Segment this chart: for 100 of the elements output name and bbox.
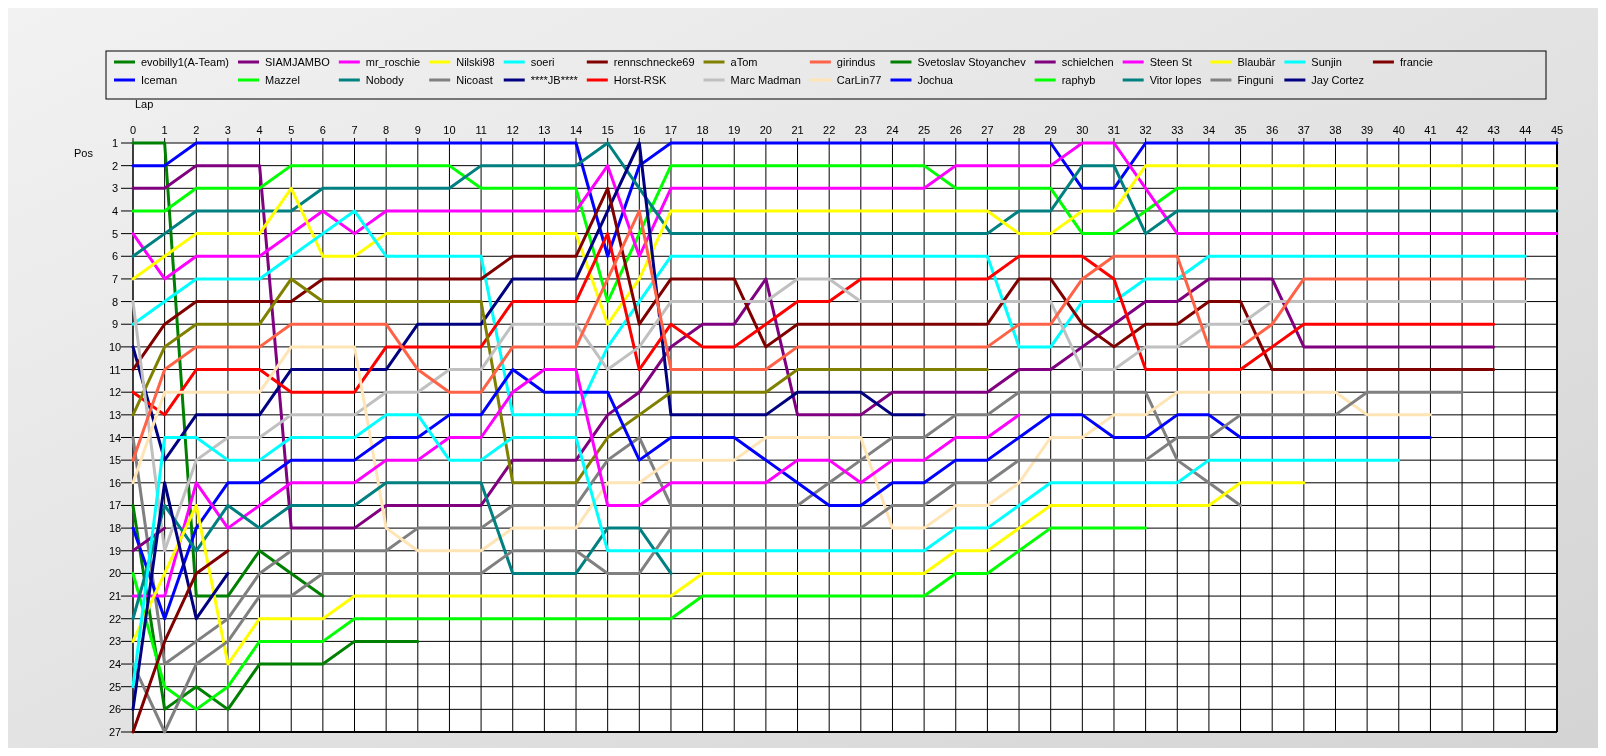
- legend-label: SIAMJAMBO: [265, 56, 331, 68]
- line-series: [131, 549, 230, 734]
- x-tick-label: 23: [854, 124, 867, 136]
- legend-label: Marc Madman: [730, 74, 801, 86]
- x-tick-label: 3: [224, 124, 231, 136]
- legend-label: evobilly1(A-Team): [141, 56, 230, 68]
- line-series: [131, 164, 1496, 530]
- x-tick-label: 44: [1519, 124, 1532, 136]
- legend-label: Blaubär: [1237, 56, 1276, 68]
- y-tick-label: 18: [108, 522, 122, 535]
- line-series: [131, 481, 1306, 666]
- x-tick-label: 22: [823, 124, 836, 136]
- x-tick-label: 5: [288, 124, 295, 136]
- x-tick-label: 26: [949, 124, 962, 136]
- x-tick-label: 6: [319, 124, 326, 136]
- x-tick-label: 27: [981, 124, 994, 136]
- line-series: [131, 141, 926, 462]
- x-tick-label: 15: [601, 124, 614, 136]
- line-series: [131, 390, 1464, 734]
- legend-label: aTom: [730, 56, 758, 68]
- line-series: [131, 209, 1527, 462]
- y-tick-label: 1: [111, 137, 119, 149]
- legend-label: Sunjin: [1311, 56, 1342, 68]
- line-series: [131, 141, 1559, 258]
- x-tick-label: 7: [351, 124, 358, 136]
- x-tick-label: 10: [443, 124, 456, 136]
- y-tick-label: 10: [108, 340, 122, 353]
- legend-label: girindus: [836, 56, 876, 68]
- x-tick-label: 38: [1329, 124, 1342, 136]
- y-tick-label: 13: [108, 408, 122, 421]
- x-tick-label: 41: [1424, 124, 1437, 136]
- legend-label: raphyb: [1061, 74, 1096, 86]
- x-tick-label: 29: [1044, 124, 1057, 136]
- x-tick-label: 2: [193, 124, 200, 136]
- y-tick-label: 6: [111, 250, 119, 263]
- x-tick-label: 36: [1266, 124, 1279, 136]
- x-tick-label: 34: [1202, 124, 1216, 136]
- line-series: [131, 345, 1432, 553]
- x-tick-label: 40: [1392, 124, 1405, 136]
- x-tick-label: 13: [538, 124, 551, 136]
- y-tick-label: 27: [108, 726, 122, 738]
- legend-label: Finguni: [1237, 74, 1274, 86]
- y-tick-label: 14: [108, 431, 122, 444]
- x-tick-label: 39: [1361, 124, 1374, 136]
- legend-label: ****JB****: [530, 74, 579, 86]
- x-tick-label: 28: [1012, 124, 1026, 136]
- legend-label: Vitor lopes: [1149, 74, 1202, 86]
- legend-label: Svetoslav Stoyanchev: [917, 56, 1027, 68]
- y-tick-label: 22: [108, 612, 122, 625]
- x-tick-label: 20: [759, 124, 773, 136]
- x-axis-title: Lap: [135, 98, 154, 110]
- y-tick-label: 16: [108, 476, 122, 489]
- y-axis-title: Pos: [74, 147, 94, 159]
- line-series: [131, 141, 1559, 281]
- x-tick-label: 14: [569, 124, 583, 136]
- x-tick-label: 8: [383, 124, 390, 136]
- line-series: [131, 413, 1401, 689]
- x-tick-label: 32: [1139, 124, 1152, 136]
- legend-label: Iceman: [141, 74, 178, 86]
- line-series: [131, 368, 1021, 598]
- x-tick-label: 30: [1076, 124, 1089, 136]
- x-tick-label: 17: [664, 124, 678, 136]
- y-tick-label: 17: [108, 499, 122, 512]
- y-tick-label: 2: [111, 159, 119, 172]
- legend-label: rennschnecke69: [613, 56, 695, 68]
- y-tick-label: 7: [111, 272, 119, 285]
- legend-label: Jochua: [917, 74, 954, 86]
- x-tick-label: 25: [917, 124, 931, 136]
- legend-label: Jay Cortez: [1311, 74, 1364, 86]
- x-tick-label: 33: [1171, 124, 1184, 136]
- x-tick-label: 0: [129, 124, 137, 136]
- x-tick-label: 19: [728, 124, 741, 136]
- y-tick-label: 23: [108, 635, 122, 648]
- x-tick-label: 4: [256, 124, 263, 136]
- y-tick-label: 4: [111, 204, 119, 217]
- x-tick-label: 24: [886, 124, 899, 136]
- y-tick-label: 21: [108, 590, 122, 603]
- x-tick-label: 11: [475, 124, 487, 136]
- x-tick-label: 45: [1550, 124, 1564, 136]
- y-tick-label: 24: [108, 658, 122, 671]
- y-tick-label: 5: [111, 227, 119, 240]
- legend-label: CarLin77: [836, 74, 882, 86]
- legend-label: Horst-RSK: [613, 74, 668, 86]
- x-tick-label: 21: [791, 124, 804, 136]
- y-tick-label: 12: [108, 386, 122, 399]
- x-tick-label: 1: [161, 124, 168, 136]
- legend-label: Nobody: [365, 74, 405, 86]
- line-series: [131, 277, 1527, 553]
- legend-label: mr_roschie: [365, 56, 421, 68]
- line-series: [131, 481, 673, 621]
- y-tick-label: 9: [111, 318, 119, 331]
- line-series: [131, 368, 1432, 621]
- x-tick-label: 42: [1455, 124, 1469, 136]
- x-tick-label: 31: [1107, 124, 1121, 136]
- x-tick-label: 43: [1487, 124, 1500, 136]
- legend-label: francie: [1399, 56, 1433, 68]
- legend-label: Nicoast: [456, 74, 493, 86]
- legend-label: Nilski98: [456, 56, 495, 68]
- line-series: [131, 526, 1148, 711]
- y-tick-label: 8: [111, 295, 119, 308]
